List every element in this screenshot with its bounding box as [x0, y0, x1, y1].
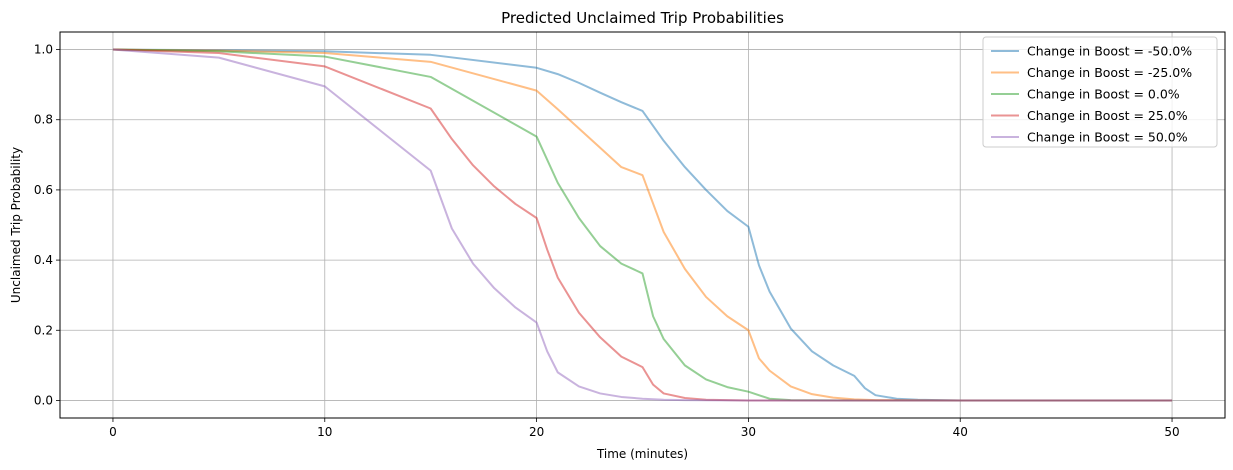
legend-label: Change in Boost = -25.0%	[1027, 65, 1192, 80]
legend-label: Change in Boost = -50.0%	[1027, 44, 1192, 59]
axis-ticks: 0 10 20 30 40 50 0.0 0.2 0.4 0.6 0.8 1.0	[34, 43, 1180, 439]
y-tick-label: 0.2	[34, 323, 53, 337]
legend-box	[982, 36, 1218, 148]
chart-title: Predicted Unclaimed Trip Probabilities	[501, 9, 784, 27]
series-line-4	[112, 48, 1173, 402]
series-line-2	[112, 48, 1173, 402]
x-tick-label: 20	[529, 425, 544, 439]
legend: Change in Boost = -50.0% Change in Boost …	[982, 36, 1218, 148]
y-tick-label: 0.6	[34, 183, 53, 197]
series-lines	[112, 48, 1173, 402]
y-tick-label: 1.0	[34, 43, 53, 57]
x-tick-label: 10	[317, 425, 332, 439]
x-tick-label: 30	[741, 425, 756, 439]
x-tick-label: 40	[953, 425, 968, 439]
legend-label: Change in Boost = 50.0%	[1027, 130, 1188, 145]
series-line-3	[112, 48, 1173, 402]
y-tick-label: 0.8	[34, 113, 53, 127]
x-tick-label: 50	[1164, 425, 1179, 439]
x-tick-label: 0	[109, 425, 117, 439]
plot-frame	[59, 31, 1226, 419]
legend-label: Change in Boost = 25.0%	[1027, 108, 1188, 123]
x-axis-label: Time (minutes)	[596, 447, 688, 461]
y-tick-label: 0.0	[34, 393, 53, 407]
y-axis-label: Unclaimed Trip Probability	[9, 147, 23, 303]
series-line-0	[112, 48, 1173, 402]
y-tick-label: 0.4	[34, 253, 53, 267]
series-line-1	[112, 48, 1173, 402]
legend-label: Change in Boost = 0.0%	[1027, 87, 1180, 102]
